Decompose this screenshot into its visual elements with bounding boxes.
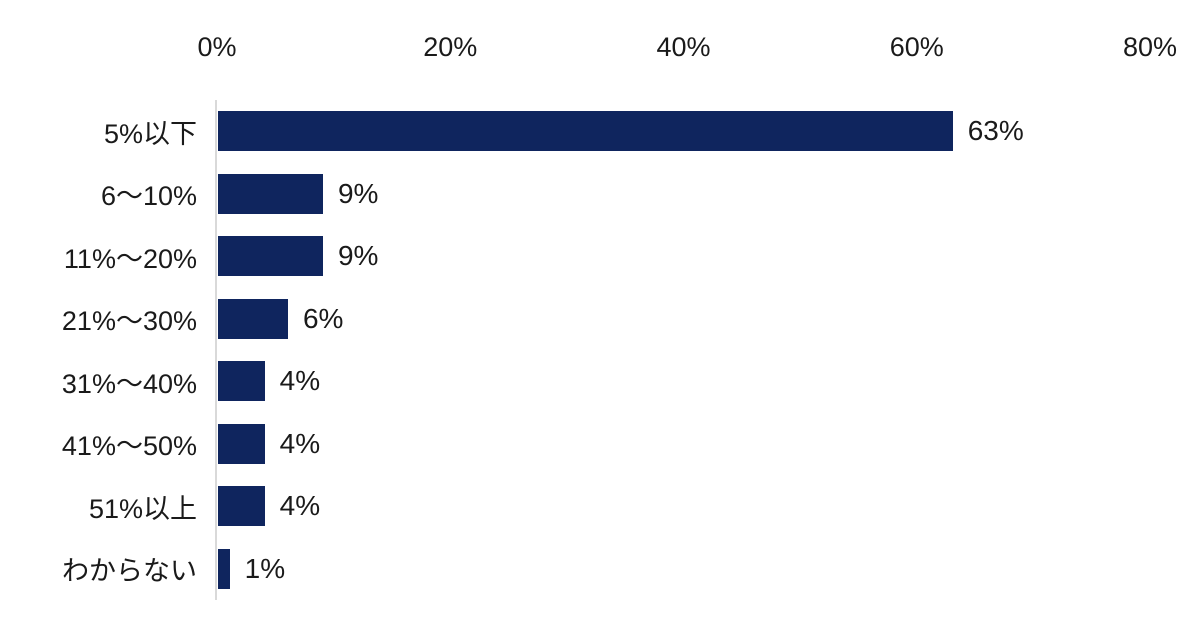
- category-label: 6〜10%: [100, 181, 197, 212]
- bar-row: 41%〜50% 4%: [0, 413, 1200, 476]
- value-label: 63%: [967, 115, 1024, 147]
- category-label: 5%以下: [103, 118, 197, 149]
- x-tick-label: 60%: [889, 32, 944, 62]
- category-label: 51%以上: [88, 493, 197, 524]
- x-tick-label: 40%: [656, 32, 711, 62]
- value-label: 1%: [244, 552, 286, 584]
- category-label: 31%〜40%: [61, 368, 197, 399]
- category-label: 11%〜20%: [63, 243, 197, 274]
- bar-row: わからない 1%: [0, 538, 1200, 601]
- bar: [218, 236, 323, 277]
- bar: [218, 361, 265, 402]
- bar: [218, 423, 265, 464]
- category-label: 21%〜30%: [61, 306, 197, 337]
- bar: [218, 173, 323, 214]
- value-label: 4%: [279, 427, 321, 459]
- bar: [218, 548, 230, 589]
- x-tick-label: 80%: [1122, 32, 1178, 62]
- bar-row: 31%〜40% 4%: [0, 350, 1200, 413]
- y-axis-baseline: [215, 100, 217, 600]
- x-tick-label: 0%: [197, 32, 237, 62]
- value-label: 6%: [302, 302, 344, 334]
- value-label: 9%: [337, 240, 379, 272]
- bar-row: 21%〜30% 6%: [0, 288, 1200, 351]
- value-label: 4%: [279, 365, 321, 397]
- bar-row: 5%以下 63%: [0, 100, 1200, 163]
- x-tick-label: 20%: [423, 32, 478, 62]
- bar: [218, 111, 953, 152]
- bar: [218, 298, 288, 339]
- bar-row: 51%以上 4%: [0, 475, 1200, 538]
- bar: [218, 486, 265, 527]
- category-label: わからない: [62, 556, 197, 587]
- category-label: 41%〜50%: [61, 431, 197, 462]
- bar-row: 11%〜20% 9%: [0, 225, 1200, 288]
- bar-row: 6〜10% 9%: [0, 163, 1200, 226]
- value-label: 4%: [279, 490, 321, 522]
- value-label: 9%: [337, 177, 379, 209]
